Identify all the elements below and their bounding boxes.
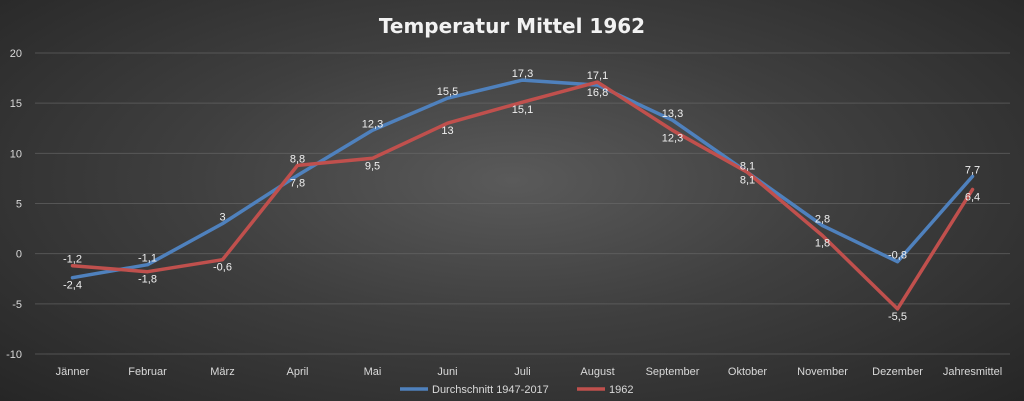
data-label: 15,1 xyxy=(512,104,533,116)
data-label: 3 xyxy=(219,212,225,224)
data-label: -1,1 xyxy=(138,253,157,265)
data-point xyxy=(971,187,974,191)
data-point xyxy=(971,174,974,178)
y-tick-label: 5 xyxy=(16,199,22,211)
data-point xyxy=(596,80,599,84)
x-tick-label: September xyxy=(646,366,700,378)
data-label: 8,8 xyxy=(290,153,305,165)
data-label: 17,3 xyxy=(512,68,533,80)
data-point xyxy=(521,100,524,104)
x-tick-label: Februar xyxy=(128,366,167,378)
data-point xyxy=(371,128,374,132)
x-tick-label: August xyxy=(580,366,614,378)
data-point xyxy=(671,118,674,122)
x-tick-label: Juli xyxy=(514,366,531,378)
data-point xyxy=(821,224,824,228)
x-axis-ticks: Jänner Februar März April Mai Juni Juli August S… xyxy=(56,366,1002,378)
x-tick-label: November xyxy=(797,366,848,378)
data-label: 8,1 xyxy=(740,174,755,186)
legend: Durchschnitt 1947-2017 1962 xyxy=(400,384,633,396)
data-point xyxy=(296,173,299,177)
x-tick-label: Jahresmittel xyxy=(943,366,1002,378)
data-point xyxy=(821,234,824,238)
data-point xyxy=(896,307,899,311)
data-label: 16,8 xyxy=(587,87,608,99)
data-label: 9,5 xyxy=(365,160,380,172)
data-point xyxy=(521,78,524,82)
data-label: 6,4 xyxy=(965,191,980,203)
data-label: -0,6 xyxy=(213,262,232,274)
data-label: -2,4 xyxy=(63,280,82,292)
data-label: -5,5 xyxy=(888,311,907,323)
y-tick-label: 20 xyxy=(10,48,22,60)
data-point xyxy=(221,258,224,262)
y-tick-label: 10 xyxy=(10,148,22,160)
data-label: 8,1 xyxy=(740,160,755,172)
legend-label: 1962 xyxy=(609,384,633,396)
data-label: -1,8 xyxy=(138,274,157,286)
data-point xyxy=(746,170,749,174)
data-label: 12,3 xyxy=(362,118,383,130)
data-label: 7,7 xyxy=(965,164,980,176)
data-point xyxy=(221,222,224,226)
data-label: 15,5 xyxy=(437,86,458,98)
data-point xyxy=(896,260,899,264)
x-tick-label: März xyxy=(210,366,234,378)
data-label: 12,3 xyxy=(662,132,683,144)
data-label: 17,1 xyxy=(587,70,608,82)
x-tick-label: Juni xyxy=(437,366,457,378)
gridlines xyxy=(35,52,1010,355)
data-point xyxy=(446,96,449,100)
y-tick-label: -10 xyxy=(6,349,22,361)
data-point xyxy=(446,121,449,125)
x-tick-label: April xyxy=(286,366,308,378)
data-point xyxy=(146,270,149,274)
x-tick-label: Dezember xyxy=(872,366,923,378)
data-point xyxy=(671,128,674,132)
data-point xyxy=(71,276,74,280)
y-tick-label: 0 xyxy=(16,249,22,261)
series-lines xyxy=(70,78,975,311)
data-label: 1,8 xyxy=(815,238,830,250)
data-label: -0,8 xyxy=(888,250,907,262)
legend-label: Durchschnitt 1947-2017 xyxy=(432,384,549,396)
y-tick-label: -5 xyxy=(12,299,22,311)
data-label: 2,8 xyxy=(815,214,830,226)
y-axis-ticks: -10 -5 0 5 10 15 20 xyxy=(6,48,22,361)
chart-title: Temperatur Mittel 1962 xyxy=(379,14,645,38)
data-label: 7,8 xyxy=(290,177,305,189)
data-label: 13,3 xyxy=(662,108,683,120)
data-labels: -2,4 -1,2 -1,1 -1,8 3 -0,6 7,8 8,8 12,3 9,5 15,5 13… xyxy=(63,68,980,323)
data-label: 13 xyxy=(441,125,453,137)
x-tick-label: Oktober xyxy=(728,366,767,378)
data-point xyxy=(146,263,149,267)
data-point xyxy=(71,264,74,268)
y-tick-label: 15 xyxy=(10,98,22,110)
data-label: -1,2 xyxy=(63,254,82,266)
x-tick-label: Jänner xyxy=(56,366,90,378)
data-point xyxy=(371,156,374,160)
x-tick-label: Mai xyxy=(364,366,382,378)
data-point xyxy=(296,163,299,167)
